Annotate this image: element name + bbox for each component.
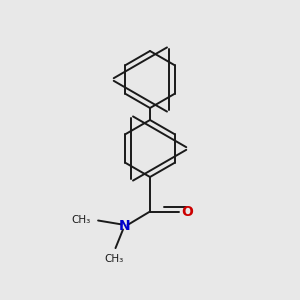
Text: O: O — [182, 205, 194, 218]
Text: N: N — [119, 220, 130, 233]
Text: CH₃: CH₃ — [72, 214, 91, 225]
Text: CH₃: CH₃ — [104, 254, 124, 264]
